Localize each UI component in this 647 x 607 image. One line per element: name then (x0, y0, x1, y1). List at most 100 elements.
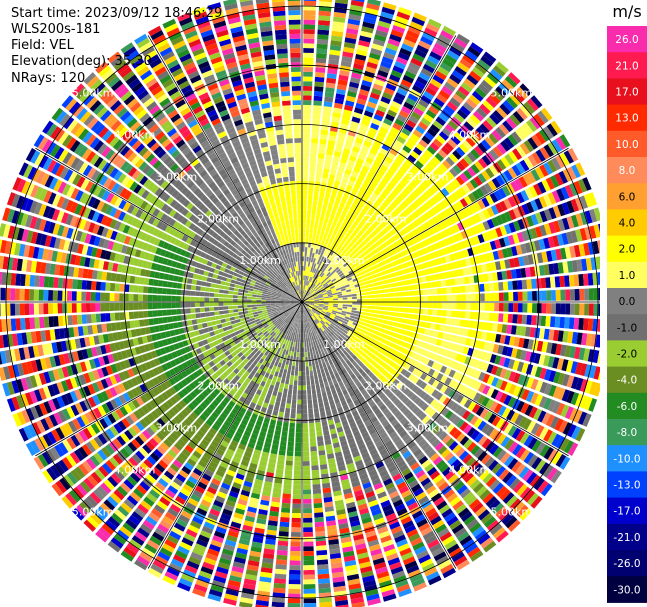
velocity-gate (302, 209, 307, 214)
velocity-gate (357, 320, 364, 325)
velocity-gate (325, 345, 330, 351)
velocity-gate (482, 373, 491, 384)
velocity-gate (451, 523, 464, 535)
velocity-gate (486, 230, 494, 241)
velocity-gate (304, 300, 310, 302)
velocity-gate (293, 317, 296, 323)
velocity-gate (552, 357, 560, 369)
velocity-gate (548, 370, 557, 383)
velocity-gate (446, 515, 459, 527)
velocity-gate (445, 317, 451, 325)
velocity-gate (571, 426, 581, 440)
velocity-gate (469, 178, 479, 189)
velocity-gate (277, 545, 288, 551)
velocity-gate (522, 255, 530, 266)
velocity-gate (284, 364, 289, 370)
velocity-gate (463, 169, 473, 180)
velocity-gate (314, 186, 320, 192)
velocity-gate (317, 349, 322, 355)
velocity-gate (492, 272, 498, 281)
velocity-gate (272, 390, 278, 397)
velocity-gate (503, 423, 514, 435)
velocity-gate (330, 433, 338, 440)
velocity-gate (316, 210, 321, 216)
velocity-gate (198, 570, 212, 580)
velocity-gate (509, 498, 522, 511)
velocity-gate (369, 283, 375, 288)
velocity-gate (544, 383, 553, 396)
velocity-gate (318, 10, 331, 17)
velocity-gate (397, 346, 404, 353)
velocity-gate (323, 231, 329, 238)
velocity-gate (417, 249, 424, 257)
velocity-gate (412, 368, 419, 376)
velocity-gate (448, 369, 456, 378)
velocity-gate (328, 59, 339, 65)
velocity-gate (320, 357, 325, 364)
velocity-gate (384, 440, 394, 448)
velocity-gate (316, 431, 323, 437)
velocity-gate (300, 304, 302, 310)
velocity-gate (488, 459, 499, 471)
velocity-gate (290, 351, 294, 357)
velocity-gate (389, 448, 399, 456)
velocity-gate (309, 311, 314, 316)
velocity-gate (243, 520, 254, 527)
velocity-gate (450, 402, 459, 412)
velocity-gate (289, 355, 294, 361)
velocity-gate (222, 508, 233, 517)
velocity-gate (304, 297, 309, 301)
velocity-gate (302, 199, 307, 205)
velocity-gate (447, 455, 458, 466)
velocity-gate (443, 238, 451, 246)
velocity-gate (306, 323, 309, 328)
velocity-gate (312, 278, 316, 283)
velocity-gate (303, 19, 316, 25)
velocity-gate (297, 318, 300, 324)
velocity-gate (335, 456, 344, 463)
velocity-gate (445, 156, 455, 167)
velocity-gate (469, 311, 476, 320)
velocity-gate (581, 258, 588, 271)
velocity-gate (298, 328, 301, 334)
velocity-gate (314, 81, 324, 87)
velocity-gate (323, 197, 330, 203)
velocity-gate (463, 438, 473, 449)
velocity-gate (391, 277, 398, 283)
velocity-gate (314, 297, 319, 300)
velocity-gate (436, 500, 448, 511)
velocity-gate (498, 82, 511, 95)
velocity-gate (476, 485, 488, 497)
velocity-gate (398, 6, 412, 16)
velocity-gate (383, 388, 391, 396)
velocity-gate (566, 375, 575, 388)
velocity-gate (271, 444, 279, 450)
velocity-gate (324, 335, 329, 341)
velocity-gate (378, 374, 385, 381)
velocity-gate (535, 278, 542, 289)
velocity-gate (303, 43, 315, 49)
velocity-gate (465, 136, 476, 147)
velocity-gate (307, 327, 310, 333)
velocity-gate (405, 324, 412, 331)
velocity-gate (526, 171, 537, 184)
velocity-gate (390, 297, 395, 302)
velocity-gate (362, 521, 374, 529)
velocity-gate (360, 262, 366, 268)
velocity-gate (349, 9, 363, 17)
velocity-gate (317, 239, 322, 245)
velocity-gate (262, 446, 271, 453)
velocity-gate (488, 282, 495, 292)
velocity-gate (448, 441, 459, 451)
velocity-gate (346, 291, 352, 295)
velocity-gate (483, 182, 493, 193)
velocity-gate (382, 253, 389, 260)
velocity-gate (521, 203, 530, 215)
velocity-gate (489, 443, 499, 455)
velocity-gate (563, 440, 574, 454)
velocity-gate (484, 303, 490, 311)
velocity-gate (494, 303, 500, 312)
velocity-gate (405, 196, 413, 205)
velocity-gate (344, 204, 351, 211)
velocity-gate (396, 426, 405, 435)
